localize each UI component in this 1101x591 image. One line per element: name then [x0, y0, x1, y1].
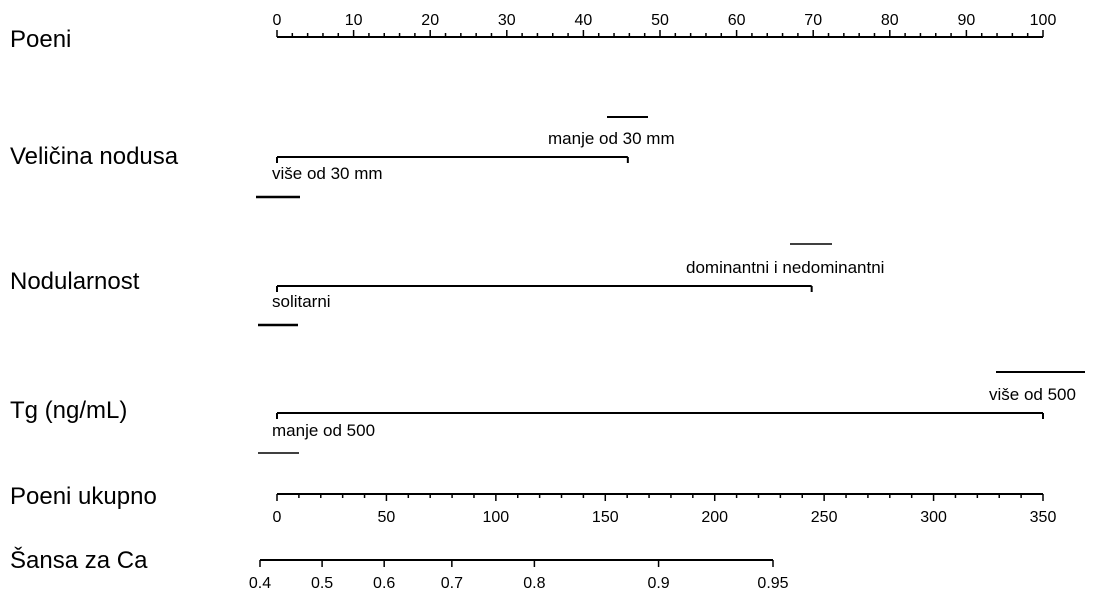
probability-axis-tick-label: 0.4 — [249, 575, 271, 591]
points-axis-tick-label: 30 — [498, 12, 516, 29]
total-points-tick-label: 0 — [273, 509, 282, 526]
total-points-label: Poeni ukupno — [10, 483, 157, 510]
probability-label: Šansa za Ca — [10, 546, 148, 574]
nodularity-label: Nodularnost — [10, 268, 140, 295]
points-axis-tick-label: 40 — [575, 12, 593, 29]
probability-axis-tick-label: 0.5 — [311, 575, 333, 591]
total-points-tick-label: 200 — [701, 509, 728, 526]
total-points-tick-label: 150 — [592, 509, 619, 526]
probability-axis-tick-label: 0.6 — [373, 575, 395, 591]
total-points-tick-label: 50 — [378, 509, 396, 526]
probability-axis-tick-label: 0.95 — [757, 575, 788, 591]
nodularity-category-label: dominantni i nedominantni — [686, 258, 884, 277]
tg-category-label: više od 500 — [989, 385, 1076, 404]
probability-axis-tick-label: 0.9 — [647, 575, 669, 591]
points-axis-tick-label: 100 — [1030, 12, 1057, 29]
tg-category-label: manje od 500 — [272, 421, 375, 440]
points-axis-tick-label: 70 — [804, 12, 822, 29]
total-points-tick-label: 250 — [811, 509, 838, 526]
probability-axis-tick-label: 0.7 — [441, 575, 463, 591]
nodule-size-label: Veličina nodusa — [10, 143, 179, 170]
points-axis-tick-label: 90 — [958, 12, 976, 29]
points-axis-tick-label: 60 — [728, 12, 746, 29]
points-axis-label: Poeni — [10, 26, 71, 53]
points-axis-tick-label: 80 — [881, 12, 899, 29]
points-axis-tick-label: 10 — [345, 12, 363, 29]
nodule-size-category-label: više od 30 mm — [272, 164, 383, 183]
tg-label: Tg (ng/mL) — [10, 397, 127, 424]
nodule-size-category-label: manje od 30 mm — [548, 129, 675, 148]
points-axis-tick-label: 50 — [651, 12, 669, 29]
nodularity-category-label: solitarni — [272, 292, 331, 311]
points-axis-tick-label: 0 — [273, 12, 282, 29]
total-points-tick-label: 350 — [1030, 509, 1057, 526]
points-axis-tick-label: 20 — [421, 12, 439, 29]
probability-axis-tick-label: 0.8 — [523, 575, 545, 591]
total-points-tick-label: 100 — [483, 509, 510, 526]
total-points-tick-label: 300 — [920, 509, 947, 526]
